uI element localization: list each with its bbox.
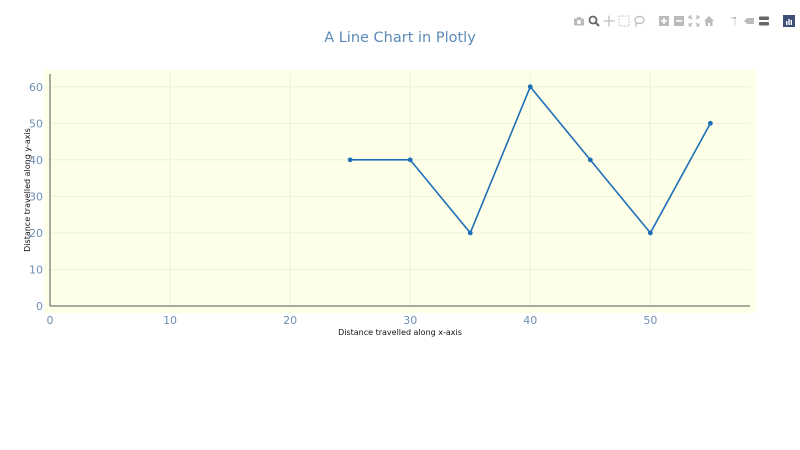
data-point[interactable] [587, 157, 593, 163]
data-point[interactable] [347, 157, 353, 163]
modebar-group [656, 13, 716, 29]
plotly-logo-icon [782, 15, 795, 27]
modebar-group [571, 13, 646, 29]
data-point[interactable] [707, 120, 713, 126]
spike-lines-icon [730, 16, 736, 26]
zoom-out-icon [673, 16, 684, 26]
data-point[interactable] [527, 84, 533, 90]
x-tick-label: 10 [163, 314, 177, 327]
x-tick-label: 0 [47, 314, 54, 327]
box-select-button[interactable] [616, 13, 631, 29]
plotly-logo-button[interactable] [781, 13, 796, 29]
home-icon [703, 16, 714, 26]
x-tick-label: 40 [523, 314, 537, 327]
data-point[interactable] [647, 230, 653, 236]
home-button[interactable] [701, 13, 716, 29]
y-tick-label: 40 [29, 154, 43, 167]
chart-title: A Line Chart in Plotly [324, 30, 476, 46]
hover-closest-button[interactable] [741, 13, 756, 29]
zoom-out-button[interactable] [671, 13, 686, 29]
x-tick-label: 50 [643, 314, 657, 327]
y-tick-label: 50 [29, 117, 43, 130]
hover-closest-icon [743, 18, 754, 24]
x-axis-title: Distance travelled along x-axis [338, 328, 462, 337]
pan-icon [603, 15, 614, 27]
modebar-group [726, 13, 771, 29]
data-point[interactable] [407, 157, 413, 163]
camera-icon [573, 17, 584, 26]
box-select-icon [618, 15, 629, 27]
spike-lines-button[interactable] [726, 13, 741, 29]
y-tick-label: 20 [29, 227, 43, 240]
data-point[interactable] [467, 230, 473, 236]
hover-compare-button[interactable] [756, 13, 771, 29]
zoom-in-button[interactable] [656, 13, 671, 29]
hover-compare-icon [758, 16, 769, 26]
y-tick-label: 30 [29, 190, 43, 203]
x-tick-label: 20 [283, 314, 297, 327]
lasso-select-button[interactable] [631, 13, 646, 29]
autoscale-button[interactable] [686, 13, 701, 29]
modebar-group [781, 13, 796, 29]
plot-background [44, 70, 756, 313]
y-axis-title: Distance travelled along y-axis [23, 128, 32, 252]
x-tick-label: 30 [403, 314, 417, 327]
camera-button[interactable] [571, 13, 586, 29]
zoom-button[interactable] [586, 13, 601, 29]
y-tick-label: 10 [29, 263, 43, 276]
y-tick-label: 60 [29, 81, 43, 94]
y-tick-label: 0 [36, 300, 43, 313]
zoom-in-icon [658, 16, 669, 26]
lasso-select-icon [633, 15, 645, 27]
autoscale-icon [688, 15, 699, 27]
pan-button[interactable] [601, 13, 616, 29]
modebar [561, 12, 796, 30]
zoom-icon [588, 15, 600, 27]
